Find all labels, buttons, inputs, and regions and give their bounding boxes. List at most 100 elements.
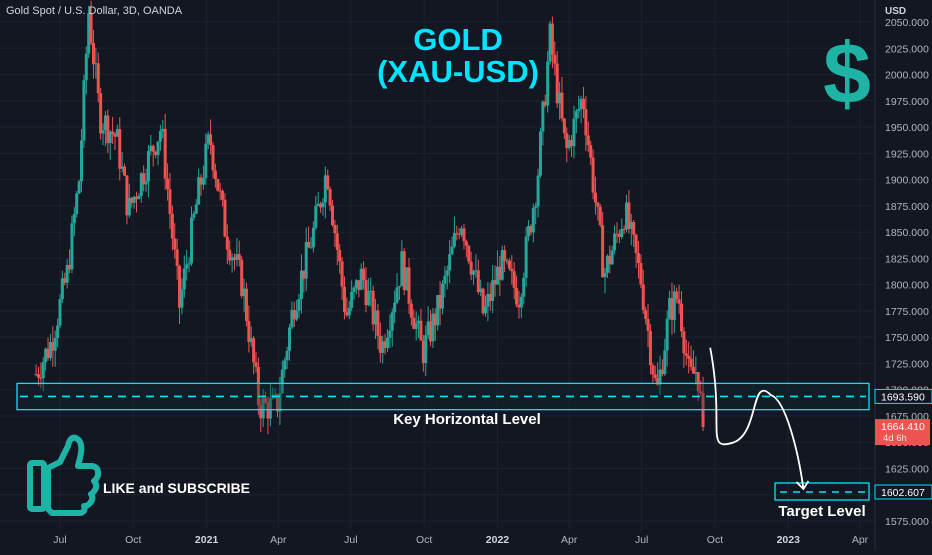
candle-body: [395, 287, 399, 303]
candle-body: [474, 270, 478, 272]
candle-body: [696, 372, 700, 392]
candle-body: [522, 277, 526, 297]
candle-body: [672, 291, 676, 320]
symbol-title[interactable]: Gold Spot / U.S. Dollar, 3D, OANDA: [6, 5, 183, 17]
candle-body: [149, 145, 153, 152]
price-tick-label: 2025.000: [885, 43, 929, 55]
candle-body: [366, 290, 370, 306]
target-level-box[interactable]: [774, 482, 870, 501]
candle-body: [598, 206, 602, 226]
candle-body: [670, 298, 674, 320]
candle-body: [44, 348, 48, 362]
candle-body: [534, 206, 538, 209]
title-xau-usd: (XAU-USD): [377, 54, 539, 89]
candle-body: [311, 227, 315, 248]
candle-body: [106, 115, 110, 144]
candle-body: [58, 299, 62, 326]
candle-body: [629, 221, 633, 229]
candle-body: [500, 250, 504, 280]
candle-body: [381, 341, 385, 353]
bar-countdown: 4d 6h: [883, 433, 907, 444]
grid-lines: [0, 0, 875, 530]
candle-body: [209, 134, 213, 146]
candle-body: [230, 257, 234, 261]
candle-body: [567, 139, 571, 148]
candle-body: [256, 366, 260, 406]
candle-body: [527, 225, 531, 237]
price-tick-label: 1775.000: [885, 306, 929, 318]
candle-body: [352, 287, 356, 293]
candle-body: [338, 250, 342, 262]
candle-body: [53, 338, 57, 351]
candle-body: [472, 271, 476, 275]
candle-body: [582, 98, 586, 110]
candle-body: [60, 278, 64, 300]
time-axis[interactable]: Jul Oct 2021 Apr Jul Oct 2022 Apr Jul Oct 2023 Apr: [53, 534, 868, 546]
candlestick-series[interactable]: [34, 0, 705, 435]
candle-body: [579, 98, 583, 110]
candle-body: [491, 280, 495, 302]
candle-body: [653, 374, 657, 379]
candle-body: [276, 394, 280, 412]
candle-body: [218, 190, 222, 192]
candle-body: [70, 223, 74, 270]
candle-body: [278, 393, 282, 412]
candle-body: [457, 233, 461, 235]
candle-body: [617, 233, 621, 237]
candle-body: [89, 13, 93, 43]
candle-body: [51, 342, 55, 351]
time-tick-label: Oct: [125, 534, 141, 546]
candle-body: [536, 175, 540, 207]
candle-body: [383, 341, 387, 348]
key-level-zone[interactable]: Key Horizontal Level: [16, 382, 870, 428]
candle-body: [570, 139, 574, 147]
price-tick-label: 1625.000: [885, 463, 929, 475]
time-tick-label: 2021: [195, 534, 219, 546]
candle-body: [72, 213, 76, 224]
candle-body: [651, 365, 655, 375]
candle-body: [182, 268, 186, 290]
candle-body: [515, 287, 519, 305]
candle-body: [412, 317, 416, 329]
candle-body: [166, 178, 170, 190]
candle-body: [273, 394, 277, 396]
candle-body: [331, 205, 335, 225]
candle-body: [221, 190, 225, 200]
candle-body: [505, 260, 509, 262]
candle-body: [266, 402, 270, 419]
candle-body: [185, 264, 189, 269]
candle-body: [180, 289, 184, 308]
candle-body: [517, 304, 521, 308]
candle-body: [601, 225, 605, 278]
candle-body: [634, 234, 638, 254]
candle-body: [237, 254, 241, 260]
candle-body: [440, 283, 444, 309]
candle-body: [586, 135, 590, 146]
time-tick-label: Jul: [53, 534, 66, 546]
candle-body: [646, 319, 650, 331]
candle-body: [187, 263, 191, 265]
candle-body: [548, 23, 552, 62]
candle-body: [448, 254, 452, 271]
time-tick-label: 2023: [777, 534, 801, 546]
candle-body: [677, 299, 681, 304]
candle-body: [96, 63, 100, 94]
candle-body: [280, 369, 284, 394]
candle-body: [295, 310, 299, 320]
candle-body: [309, 247, 313, 249]
target-level-zone[interactable]: Target Level: [774, 482, 870, 520]
candle-body: [292, 309, 296, 320]
candle-body: [340, 261, 344, 287]
candle-body: [665, 318, 669, 351]
candle-body: [357, 280, 361, 290]
candle-body: [111, 131, 115, 135]
candle-body: [374, 310, 378, 325]
candle-body: [577, 109, 581, 112]
candle-body: [314, 205, 318, 228]
candle-body: [462, 228, 466, 242]
candle-body: [364, 280, 368, 306]
candle-body: [479, 288, 483, 293]
